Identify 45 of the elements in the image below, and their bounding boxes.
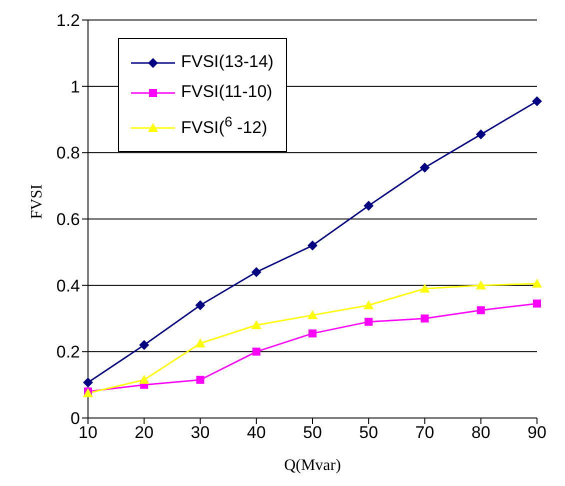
x-tick-label: 80 bbox=[471, 423, 490, 442]
point bbox=[364, 318, 373, 326]
point bbox=[252, 348, 260, 356]
point bbox=[532, 96, 542, 106]
point bbox=[308, 310, 318, 320]
y-tick-label: 0 bbox=[70, 409, 80, 428]
point bbox=[476, 280, 486, 290]
point bbox=[308, 329, 316, 338]
point bbox=[420, 284, 430, 293]
y-tick-label: 1.2 bbox=[56, 11, 80, 30]
point bbox=[251, 267, 262, 278]
y-tick-label: 0.8 bbox=[56, 144, 80, 163]
point bbox=[251, 320, 262, 330]
point bbox=[196, 376, 204, 384]
x-axis-title: Q(Mvar) bbox=[284, 457, 341, 474]
x-tick-label: 40 bbox=[246, 423, 266, 442]
point bbox=[476, 129, 486, 140]
point bbox=[476, 306, 485, 314]
point bbox=[139, 374, 150, 384]
point bbox=[83, 378, 93, 388]
point bbox=[139, 340, 150, 350]
point bbox=[532, 278, 542, 288]
x-tick-label: 10 bbox=[78, 423, 98, 442]
point bbox=[364, 200, 374, 211]
legend-label: FVSI($^{6}$ -12) bbox=[181, 114, 268, 137]
point bbox=[308, 240, 318, 251]
x-tick-label: 50 bbox=[359, 423, 378, 442]
x-tick-label: 30 bbox=[190, 423, 210, 442]
point bbox=[195, 300, 206, 310]
x-tick-label: 20 bbox=[134, 423, 154, 442]
point bbox=[533, 300, 541, 308]
legend-label: FVSI(13-14) bbox=[181, 52, 274, 71]
point bbox=[364, 300, 374, 310]
y-tick-label: 0.6 bbox=[56, 210, 80, 230]
y-tick-label: 1 bbox=[70, 77, 80, 96]
point bbox=[195, 338, 206, 348]
legend-label: FVSI(11-10) bbox=[181, 82, 272, 101]
x-tick-label: 50 bbox=[303, 423, 322, 442]
y-axis-title: FVSI bbox=[28, 184, 46, 219]
y-tick-label: 0.4 bbox=[56, 276, 80, 296]
point bbox=[420, 314, 429, 322]
y-tick-label: 0.2 bbox=[56, 342, 80, 362]
point bbox=[420, 162, 430, 173]
x-tick-label: 90 bbox=[528, 423, 546, 442]
x-tick-label: 70 bbox=[415, 423, 434, 442]
